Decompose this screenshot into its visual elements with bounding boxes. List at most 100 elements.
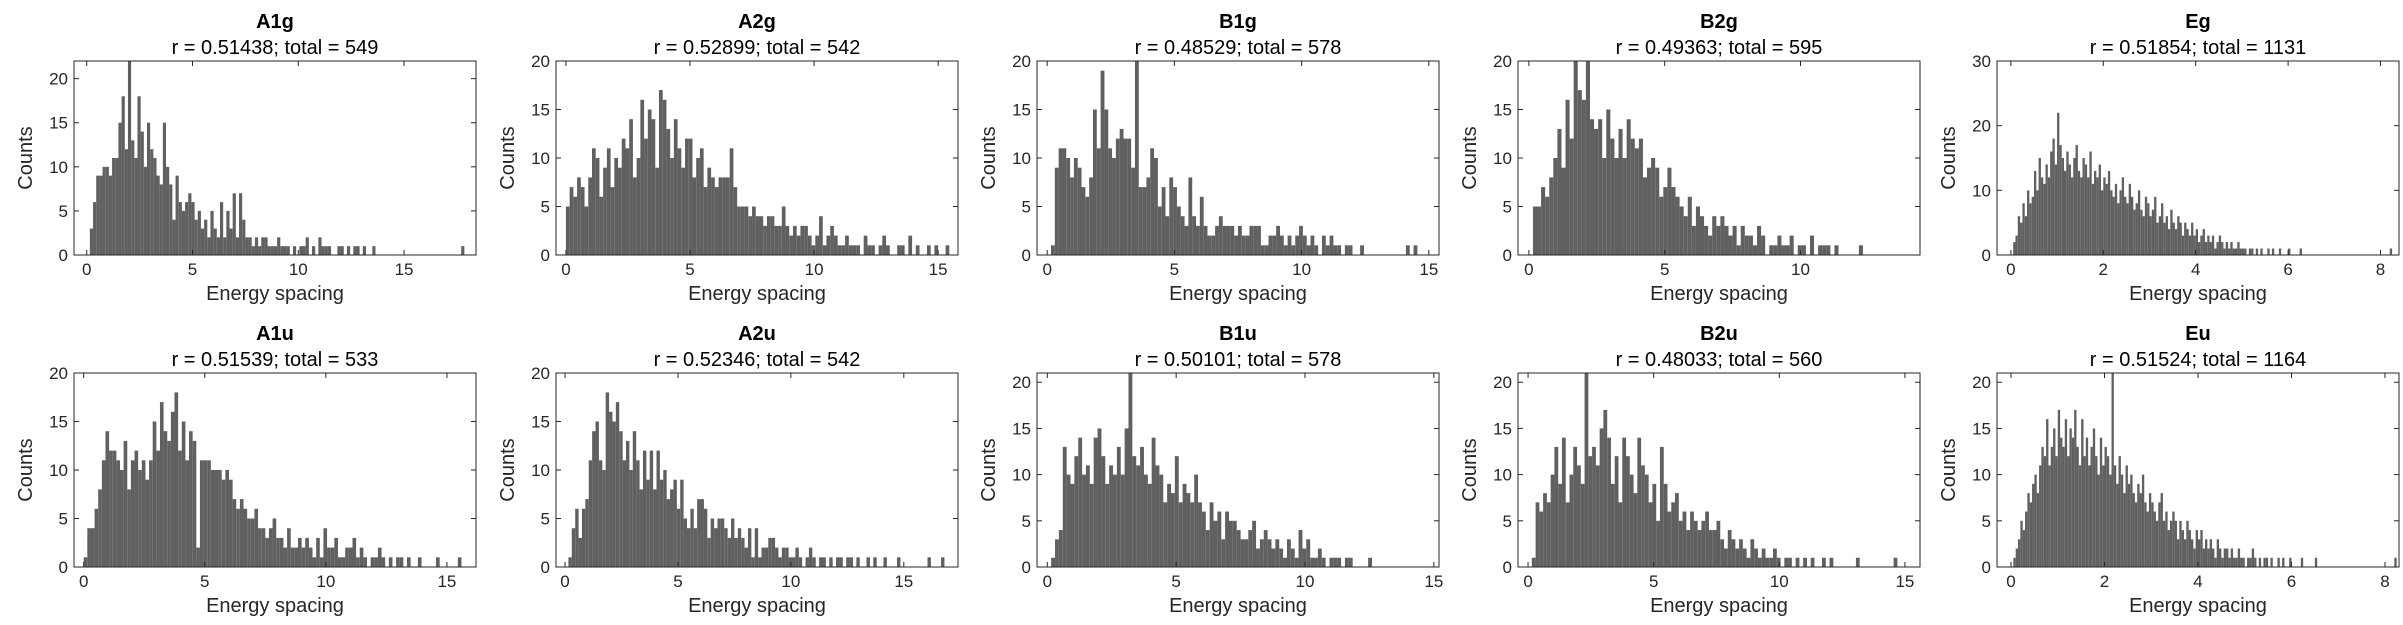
histogram-bar — [836, 557, 840, 567]
histogram-bar — [710, 518, 715, 567]
histogram-bar — [1610, 138, 1615, 255]
histogram-bar — [2038, 158, 2041, 255]
histogram-bar — [1826, 245, 1831, 255]
histogram-bars — [2013, 373, 2397, 567]
histogram-bar — [2223, 248, 2226, 255]
histogram-bar — [1155, 465, 1160, 567]
histogram-bar — [2240, 557, 2243, 567]
histogram-bar — [156, 175, 160, 255]
histogram-bar — [673, 479, 677, 567]
y-tick-label: 15 — [49, 114, 68, 133]
histogram-bar — [159, 184, 163, 255]
x-tick-label: 0 — [560, 572, 569, 591]
histogram-bar — [1647, 167, 1652, 255]
histogram-bar — [2048, 465, 2051, 567]
histogram-bar — [681, 167, 686, 255]
histogram-bar — [2073, 158, 2076, 255]
histogram-bar — [1073, 158, 1078, 255]
y-tick-label: 10 — [1012, 149, 1031, 168]
histogram-bar — [1275, 539, 1280, 567]
histogram-bar — [1691, 225, 1696, 255]
histogram-bar — [272, 518, 277, 567]
histogram-bar — [348, 547, 353, 567]
histogram-bar — [915, 245, 920, 255]
x-axis-label: Energy spacing — [1169, 283, 1307, 305]
histogram-bar — [833, 235, 838, 255]
histogram-bar — [204, 219, 208, 255]
histogram-bar — [1245, 235, 1250, 255]
histogram-bar — [181, 210, 186, 255]
histogram-bar — [1314, 245, 1319, 255]
histogram-bar — [2069, 428, 2072, 567]
histogram-bar — [737, 206, 741, 255]
histogram-bar — [152, 421, 157, 567]
histogram-bar — [1104, 109, 1109, 255]
histogram-bar — [2207, 548, 2210, 567]
histogram-bar — [406, 557, 411, 567]
histogram-bar — [699, 148, 704, 255]
y-tick-label: 10 — [1493, 466, 1512, 485]
x-tick-label: 6 — [2287, 572, 2296, 591]
histogram-bar — [1652, 483, 1657, 567]
histogram-bar — [2242, 557, 2245, 567]
panel-subtitle: r = 0.51854; total = 1131 — [2090, 37, 2306, 59]
y-tick-label: 0 — [1503, 558, 1512, 577]
histogram-bar — [653, 489, 657, 567]
histogram-bar — [639, 489, 643, 567]
histogram-bar — [882, 235, 887, 255]
y-axis-label: Counts — [497, 438, 519, 501]
panel-subtitle: r = 0.49363; total = 595 — [1616, 37, 1823, 59]
histogram-bar — [2067, 456, 2070, 567]
histogram-bar — [584, 206, 589, 255]
histogram-bar — [1531, 557, 1536, 567]
histogram-bar — [807, 235, 812, 255]
histogram-bar — [2085, 437, 2089, 567]
panel-subtitle: r = 0.52899; total = 542 — [654, 37, 861, 59]
histogram-bar — [1773, 548, 1777, 567]
histogram-bar — [2074, 409, 2077, 567]
histogram-bar — [2248, 248, 2252, 255]
histogram-bar — [2130, 474, 2133, 567]
histogram-bar — [1299, 225, 1303, 255]
histogram-bar — [764, 547, 769, 567]
histogram-bar — [2176, 539, 2180, 567]
histogram-bar — [852, 245, 857, 255]
histogram-bar — [1263, 530, 1268, 567]
histogram-bar — [829, 557, 833, 567]
histogram-bar — [108, 175, 113, 255]
histogram-bar — [729, 148, 734, 255]
histogram-bar — [229, 228, 233, 255]
histogram-bar — [318, 237, 322, 255]
histogram-bar — [680, 479, 684, 567]
histogram-bars — [568, 392, 945, 567]
histogram-bar — [2089, 151, 2092, 255]
histogram-bar — [1178, 502, 1183, 567]
histogram-bar — [1171, 493, 1175, 567]
histogram-bar — [1302, 548, 1307, 567]
histogram-bar — [1050, 245, 1055, 255]
histogram-bar — [1199, 196, 1204, 255]
histogram-bar — [796, 235, 801, 255]
histogram-bar — [1279, 548, 1284, 567]
x-tick-label: 10 — [805, 260, 824, 279]
histogram-bar — [1603, 409, 1608, 567]
histogram-bar — [2106, 456, 2110, 567]
x-tick-label: 10 — [1292, 260, 1311, 279]
histogram-bar — [2186, 229, 2189, 255]
histogram-bar — [1150, 148, 1155, 255]
histogram-bar — [2117, 203, 2120, 255]
histogram-bar — [1310, 235, 1315, 255]
histogram-bar — [2218, 235, 2222, 255]
histogram-bar — [2142, 216, 2145, 255]
histogram-bar — [1333, 557, 1338, 567]
histogram-bar — [752, 206, 756, 255]
axes-box — [1036, 372, 1440, 568]
y-tick-label: 5 — [1503, 198, 1512, 217]
histogram-bar — [1724, 548, 1728, 567]
histogram-bar — [134, 450, 139, 567]
histogram-bar — [2057, 409, 2061, 567]
y-axis-label: Counts — [1459, 438, 1481, 501]
histogram-bar — [2260, 248, 2263, 255]
y-tick-label: 15 — [531, 101, 550, 120]
